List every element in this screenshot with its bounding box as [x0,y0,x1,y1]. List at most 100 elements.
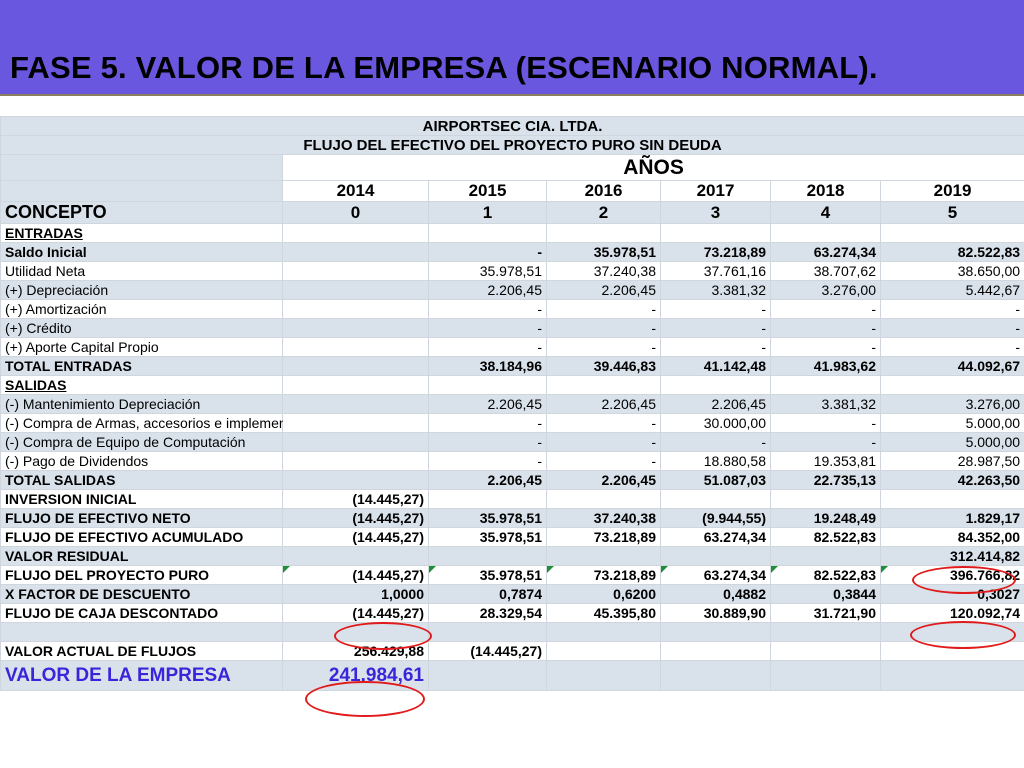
table-cell [546,660,661,691]
title-band: FASE 5. VALOR DE LA EMPRESA (ESCENARIO N… [0,0,1024,96]
table-cell: (14.445,27) [282,508,429,528]
table-row: ENTRADAS [0,223,1024,243]
table-cell: 35.978,51 [428,565,547,585]
row-label: TOTAL SALIDAS [0,470,283,490]
table-cell: (14.445,27) [282,603,429,623]
table-cell [770,546,881,566]
table-cell [282,223,429,243]
table-cell [282,242,429,262]
table-cell: 38.650,00 [879,261,1024,281]
table-cell: 0,6200 [546,584,661,604]
period-cell: 3 [660,201,771,224]
table-cell [660,660,771,691]
table-cell: 38.184,96 [428,356,547,376]
table-cell: - [546,432,661,452]
table-row: VALOR RESIDUAL 312.414,82 [0,546,1024,566]
cash-flow-sheet: AIRPORTSEC CIA. LTDA. FLUJO DEL EFECTIVO… [0,116,1024,691]
year-cell: 2016 [546,180,661,202]
table-cell: 30.889,90 [660,603,771,623]
table-cell [546,641,661,661]
table-row: (-) Mantenimiento Depreciación 2.206,45 2.… [0,394,1024,414]
row-label: (+) Aporte Capital Propio [0,337,283,357]
table-cell: 2.206,45 [546,394,661,414]
subtitle-row: FLUJO DEL EFECTIVO DEL PROYECTO PURO SIN… [0,135,1024,155]
table-cell [879,622,1024,642]
row-label: (-) Compra de Equipo de Computación [0,432,283,452]
table-cell: 19.248,49 [770,508,881,528]
row-label: (+) Amortización [0,299,283,319]
table-cell: 38.707,62 [770,261,881,281]
table-cell: 2.206,45 [428,394,547,414]
table-cell: 256.429,88 [282,641,429,661]
table-row: FLUJO DEL PROYECTO PURO (14.445,27) 35.978… [0,565,1024,585]
table-cell [660,641,771,661]
table-cell [770,489,881,509]
table-cell: 3.276,00 [770,280,881,300]
table-cell: 37.240,38 [546,261,661,281]
valor-actual-row: VALOR ACTUAL DE FLUJOS 256.429,88 (14.445,… [0,641,1024,661]
table-row: FLUJO DE CAJA DESCONTADO (14.445,27) 28.32… [0,603,1024,623]
table-cell: 45.395,80 [546,603,661,623]
table-cell: 1.829,17 [879,508,1024,528]
period-cell: 0 [282,201,429,224]
table-cell [770,622,881,642]
table-cell: 5.442,67 [879,280,1024,300]
row-label: (-) Mantenimiento Depreciación [0,394,283,414]
table-cell: 28.329,54 [428,603,547,623]
row-label: TOTAL ENTRADAS [0,356,283,376]
table-cell: - [428,242,547,262]
period-cell: 4 [770,201,881,224]
row-label: FLUJO DEL PROYECTO PURO [0,565,283,585]
table-cell: - [770,413,881,433]
table-cell: 2.206,45 [546,280,661,300]
page-title: FASE 5. VALOR DE LA EMPRESA (ESCENARIO N… [10,50,878,85]
concepto-label: CONCEPTO [0,201,283,224]
table-cell [879,489,1024,509]
table-cell: 63.274,34 [660,527,771,547]
table-cell [282,356,429,376]
table-row: (-) Pago de Dividendos - -18.880,58 19.353,… [0,451,1024,471]
table-cell [546,622,661,642]
table-cell [546,546,661,566]
table-cell: - [879,337,1024,357]
table-cell: 73.218,89 [546,527,661,547]
table-cell: - [546,451,661,471]
table-cell [282,451,429,471]
company-row: AIRPORTSEC CIA. LTDA. [0,116,1024,136]
table-cell [282,299,429,319]
row-label: FLUJO DE EFECTIVO ACUMULADO [0,527,283,547]
table-cell: - [546,299,661,319]
table-cell: (14.445,27) [282,527,429,547]
table-row: SALIDAS [0,375,1024,395]
table-cell: - [546,318,661,338]
row-label: (+) Depreciación [0,280,283,300]
year-cell: 2019 [879,180,1024,202]
table-cell: - [660,299,771,319]
table-cell: 39.446,83 [546,356,661,376]
table-cell [770,641,881,661]
valor-empresa-value: 241.984,61 [282,660,429,691]
table-cell: 3.381,32 [770,394,881,414]
blank-cell [0,154,283,181]
table-cell [660,489,771,509]
table-cell: 37.761,16 [660,261,771,281]
row-label: Saldo Inicial [0,242,283,262]
table-cell [879,641,1024,661]
anos-row: AÑOS [0,154,1024,181]
table-row: Saldo Inicial -35.978,51 73.218,89 63.274,3… [0,242,1024,262]
table-cell: 2.206,45 [660,394,771,414]
table-cell [282,413,429,433]
period-cell: 2 [546,201,661,224]
table-row: (-) Compra de Armas, accesorios e implem… [0,413,1024,433]
table-cell: - [770,432,881,452]
row-label: VALOR ACTUAL DE FLUJOS [0,641,283,661]
table-cell: - [428,337,547,357]
table-cell: 396.766,82 [879,565,1024,585]
table-cell [282,470,429,490]
table-cell: 2.206,45 [428,470,547,490]
table-cell: 41.142,48 [660,356,771,376]
table-cell: 0,3027 [879,584,1024,604]
table-cell [770,223,881,243]
table-cell [546,489,661,509]
table-cell: 82.522,83 [770,527,881,547]
